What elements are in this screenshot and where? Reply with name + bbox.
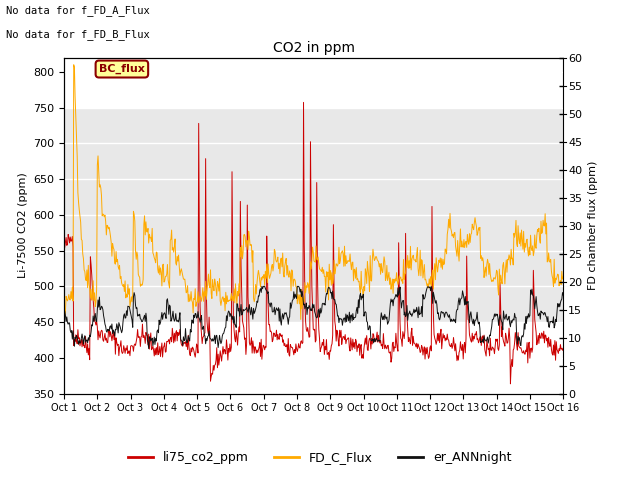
Legend: li75_co2_ppm, FD_C_Flux, er_ANNnight: li75_co2_ppm, FD_C_Flux, er_ANNnight [124, 446, 516, 469]
Bar [64, 108, 563, 322]
Text: No data for f_FD_A_Flux: No data for f_FD_A_Flux [6, 5, 150, 16]
Y-axis label: Li-7500 CO2 (ppm): Li-7500 CO2 (ppm) [17, 173, 28, 278]
Title: CO2 in ppm: CO2 in ppm [273, 41, 355, 55]
Text: No data for f_FD_B_Flux: No data for f_FD_B_Flux [6, 29, 150, 40]
Y-axis label: FD chamber flux (ppm): FD chamber flux (ppm) [588, 161, 598, 290]
Text: BC_flux: BC_flux [99, 64, 145, 74]
